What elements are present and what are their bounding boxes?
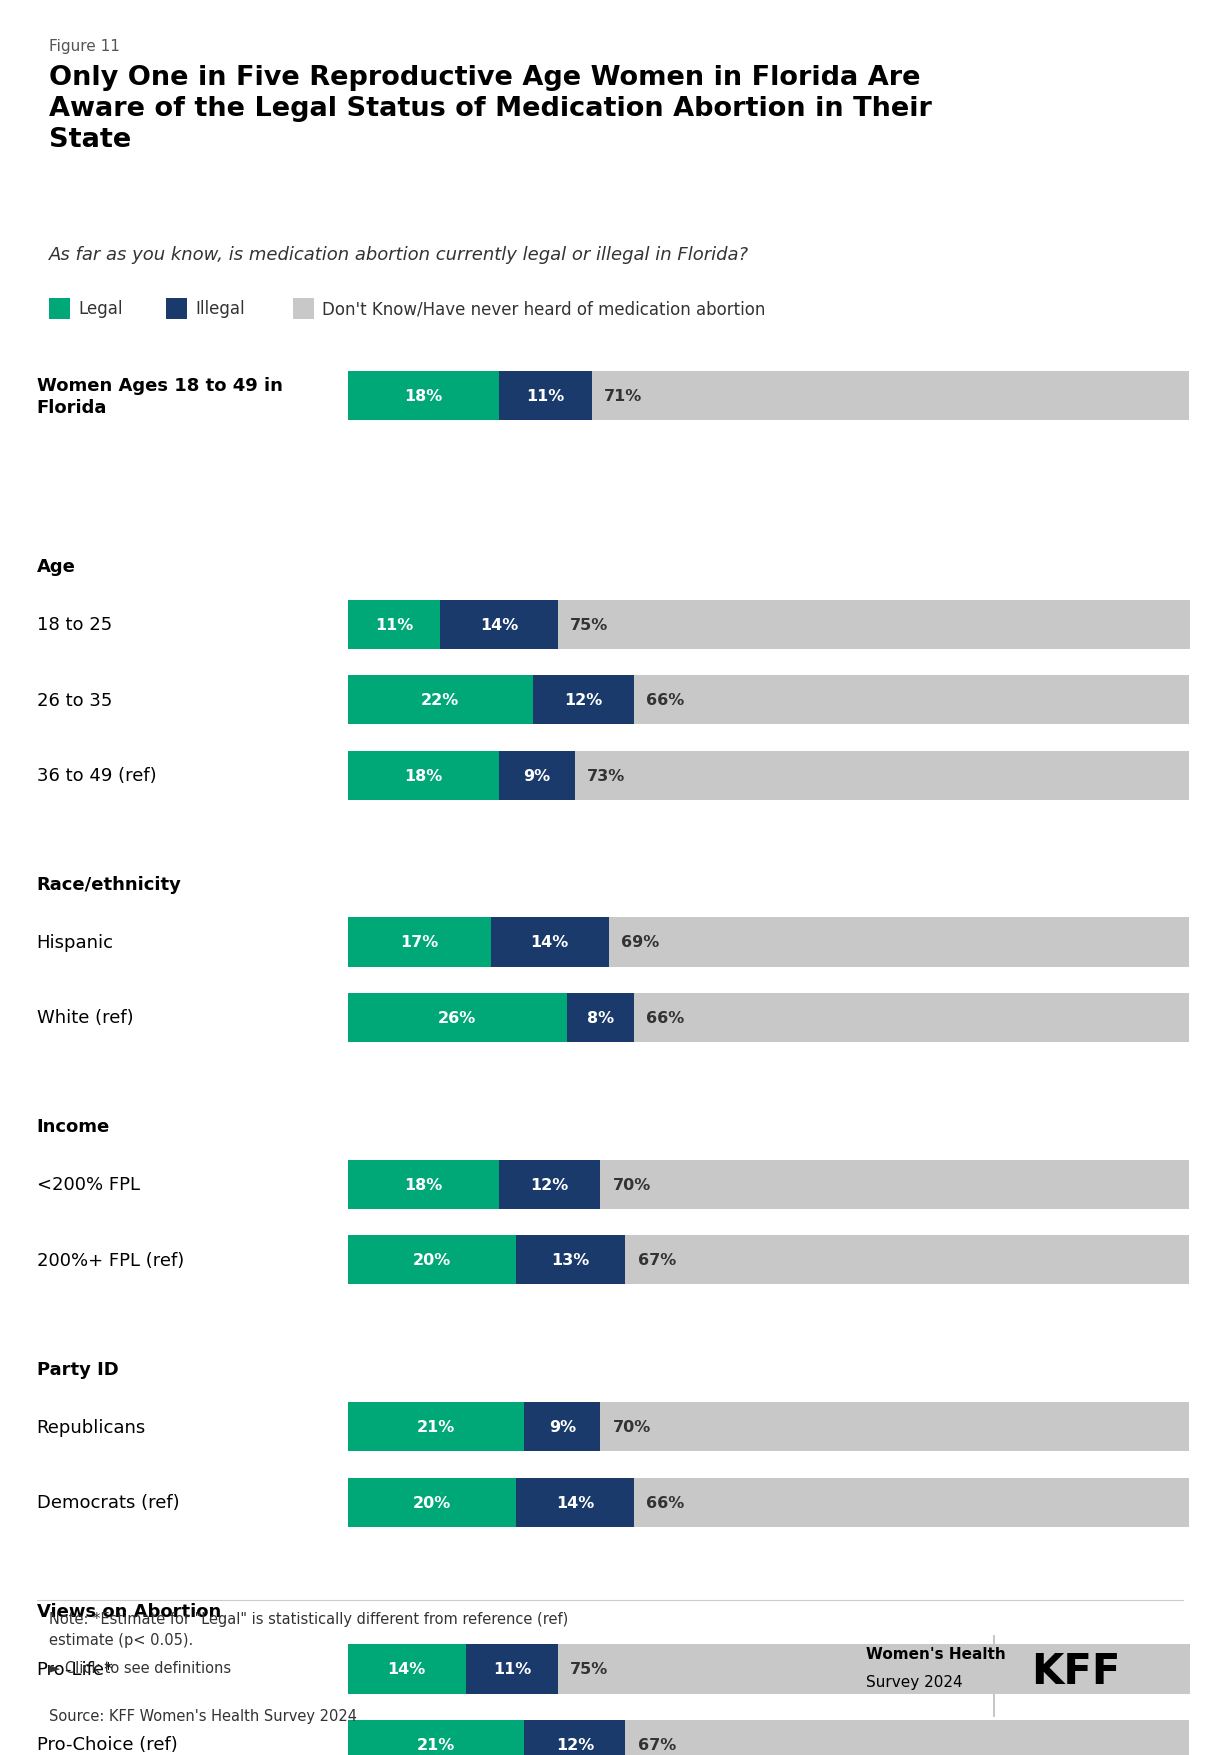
- Text: 69%: 69%: [621, 935, 659, 949]
- Text: 36 to 49 (ref): 36 to 49 (ref): [37, 767, 156, 784]
- Text: Pro-Life*: Pro-Life*: [37, 1660, 113, 1678]
- Text: 18%: 18%: [404, 769, 443, 783]
- Text: As far as you know, is medication abortion currently legal or illegal in Florida: As far as you know, is medication aborti…: [49, 246, 749, 263]
- Text: 14%: 14%: [481, 618, 518, 632]
- Text: Legal: Legal: [78, 300, 122, 318]
- Text: 11%: 11%: [493, 1662, 531, 1676]
- Text: 73%: 73%: [587, 769, 626, 783]
- Text: 18%: 18%: [404, 1178, 443, 1192]
- Text: 200%+ FPL (ref): 200%+ FPL (ref): [37, 1251, 184, 1269]
- Text: 9%: 9%: [549, 1420, 576, 1434]
- Text: Don't Know/Have never heard of medication abortion: Don't Know/Have never heard of medicatio…: [322, 300, 765, 318]
- Text: 26%: 26%: [438, 1011, 476, 1025]
- Text: 14%: 14%: [556, 1495, 594, 1509]
- Text: 14%: 14%: [388, 1662, 426, 1676]
- Text: 75%: 75%: [571, 618, 609, 632]
- Text: Party ID: Party ID: [37, 1360, 118, 1378]
- Text: Women Ages 18 to 49 in
Florida: Women Ages 18 to 49 in Florida: [37, 377, 283, 416]
- Text: 9%: 9%: [523, 769, 550, 783]
- Text: 67%: 67%: [638, 1737, 676, 1751]
- Text: Pro-Choice (ref): Pro-Choice (ref): [37, 1736, 177, 1753]
- Text: Hispanic: Hispanic: [37, 934, 113, 951]
- Text: 21%: 21%: [417, 1737, 455, 1751]
- Text: Only One in Five Reproductive Age Women in Florida Are
Aware of the Legal Status: Only One in Five Reproductive Age Women …: [49, 65, 932, 153]
- Text: Views on Abortion: Views on Abortion: [37, 1602, 221, 1620]
- Text: 70%: 70%: [612, 1178, 650, 1192]
- Text: Republicans: Republicans: [37, 1418, 146, 1436]
- Text: 66%: 66%: [647, 693, 684, 707]
- Text: Source: KFF Women's Health Survey 2024: Source: KFF Women's Health Survey 2024: [49, 1708, 356, 1723]
- Text: 21%: 21%: [417, 1420, 455, 1434]
- Text: 18%: 18%: [404, 390, 443, 404]
- Text: Note: *Estimate for "Legal" is statistically different from reference (ref)
esti: Note: *Estimate for "Legal" is statistic…: [49, 1611, 569, 1648]
- Text: 71%: 71%: [604, 390, 642, 404]
- Text: 11%: 11%: [526, 390, 565, 404]
- Text: 20%: 20%: [412, 1495, 451, 1509]
- Text: 14%: 14%: [531, 935, 569, 949]
- Text: ► Click to see definitions: ► Click to see definitions: [49, 1660, 231, 1676]
- Text: 18 to 25: 18 to 25: [37, 616, 112, 634]
- Text: 70%: 70%: [612, 1420, 650, 1434]
- Text: Race/ethnicity: Race/ethnicity: [37, 876, 182, 893]
- Text: Illegal: Illegal: [195, 300, 245, 318]
- Text: 75%: 75%: [571, 1662, 609, 1676]
- Text: 12%: 12%: [556, 1737, 594, 1751]
- Text: Women's Health: Women's Health: [866, 1646, 1006, 1660]
- Text: Survey 2024: Survey 2024: [866, 1674, 963, 1688]
- Text: 8%: 8%: [587, 1011, 614, 1025]
- Text: 12%: 12%: [531, 1178, 569, 1192]
- Text: 66%: 66%: [647, 1011, 684, 1025]
- Text: Age: Age: [37, 558, 76, 576]
- Text: 66%: 66%: [647, 1495, 684, 1509]
- Text: White (ref): White (ref): [37, 1009, 133, 1027]
- Text: 17%: 17%: [400, 935, 438, 949]
- Text: 67%: 67%: [638, 1253, 676, 1267]
- Text: Income: Income: [37, 1118, 110, 1135]
- Text: Figure 11: Figure 11: [49, 39, 120, 54]
- Text: <200% FPL: <200% FPL: [37, 1176, 139, 1193]
- Text: 11%: 11%: [375, 618, 414, 632]
- Text: 22%: 22%: [421, 693, 460, 707]
- Text: 12%: 12%: [565, 693, 603, 707]
- Text: Democrats (ref): Democrats (ref): [37, 1494, 179, 1511]
- Text: KFF: KFF: [1031, 1650, 1120, 1692]
- Text: 26 to 35: 26 to 35: [37, 691, 112, 709]
- Text: 20%: 20%: [412, 1253, 451, 1267]
- Text: 13%: 13%: [551, 1253, 590, 1267]
